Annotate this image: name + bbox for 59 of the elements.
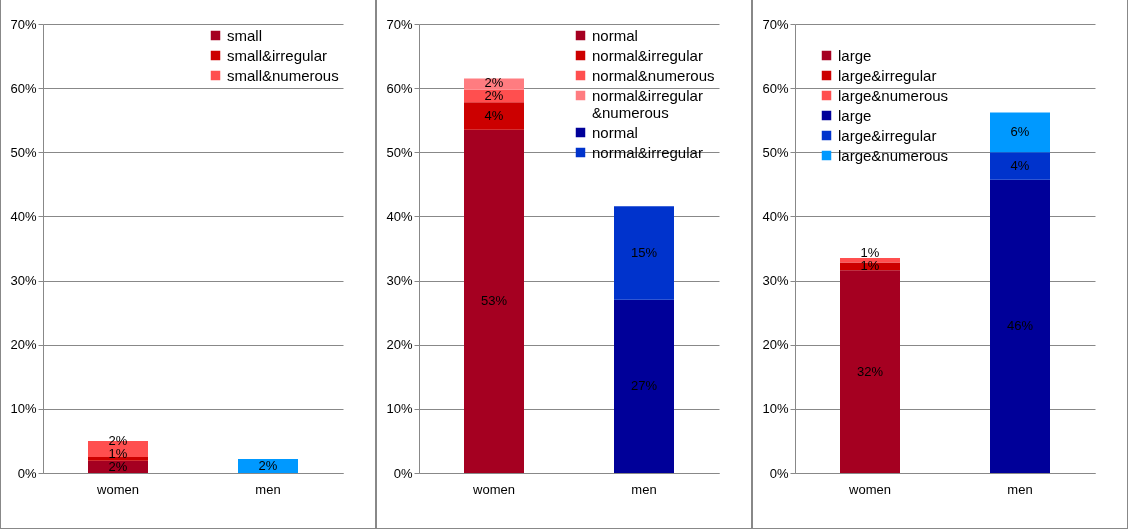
legend-label: normal&irregular	[592, 143, 703, 161]
x-tick-label: men	[631, 481, 657, 497]
y-tick-label: 20%	[762, 337, 789, 353]
legend-label: small	[227, 26, 263, 44]
data-label: 2%	[484, 74, 504, 90]
data-label: 15%	[630, 244, 658, 260]
y-tick-label: 30%	[10, 273, 37, 289]
y-tick-label: 40%	[762, 208, 789, 224]
y-tick-label: 10%	[762, 401, 789, 417]
y-tick-label: 60%	[762, 80, 789, 96]
legend-label: normal	[592, 123, 638, 141]
data-label: 6%	[1010, 124, 1030, 140]
y-tick-label: 70%	[10, 16, 37, 32]
legend-label: large&numerous	[838, 86, 949, 104]
y-tick-label: 30%	[386, 273, 413, 289]
data-label: 4%	[484, 108, 504, 124]
legend-label: large&irregular	[838, 126, 937, 144]
x-tick-label: men	[255, 481, 281, 497]
y-tick-label: 70%	[386, 16, 413, 32]
data-label: 46%	[1006, 318, 1034, 334]
legend-label: large&irregular	[838, 66, 937, 84]
data-label: 2%	[108, 458, 128, 474]
y-tick-label: 10%	[386, 401, 413, 417]
x-tick-label: men	[1007, 481, 1033, 497]
legend-label: large	[838, 46, 872, 64]
legend-label: large	[838, 106, 872, 124]
y-tick-label: 50%	[10, 144, 37, 160]
data-label: 4%	[1010, 158, 1030, 174]
y-tick-label: 60%	[10, 80, 37, 96]
y-tick-label: 50%	[762, 144, 789, 160]
legend-label: normal	[592, 26, 638, 44]
data-label: 2%	[258, 457, 278, 473]
legend-label: normal&numerous	[592, 66, 715, 84]
data-label: 27%	[630, 378, 658, 394]
y-tick-label: 0%	[769, 465, 789, 481]
y-tick-label: 70%	[762, 16, 789, 32]
y-tick-label: 0%	[17, 465, 37, 481]
legend-label: small&numerous	[227, 66, 339, 84]
y-tick-label: 30%	[762, 273, 789, 289]
data-label: 1%	[860, 258, 880, 274]
y-tick-label: 60%	[386, 80, 413, 96]
y-tick-label: 50%	[386, 144, 413, 160]
legend-label: small&irregular	[227, 46, 328, 64]
y-tick-label: 40%	[386, 208, 413, 224]
x-tick-label: women	[472, 481, 515, 497]
y-tick-label: 20%	[386, 337, 413, 353]
legend-label: large&numerous	[838, 146, 949, 164]
x-tick-label: women	[96, 481, 139, 497]
y-tick-label: 10%	[10, 401, 37, 417]
legend-label: normal&irregular	[592, 46, 703, 64]
data-label: 32%	[856, 363, 884, 379]
data-label: 1%	[108, 445, 128, 461]
y-tick-label: 0%	[393, 465, 413, 481]
data-label: 1%	[860, 245, 880, 261]
y-tick-label: 20%	[10, 337, 37, 353]
x-tick-label: women	[848, 481, 891, 497]
data-label: 53%	[480, 293, 508, 309]
y-tick-label: 40%	[10, 208, 37, 224]
data-label: 2%	[484, 87, 504, 103]
